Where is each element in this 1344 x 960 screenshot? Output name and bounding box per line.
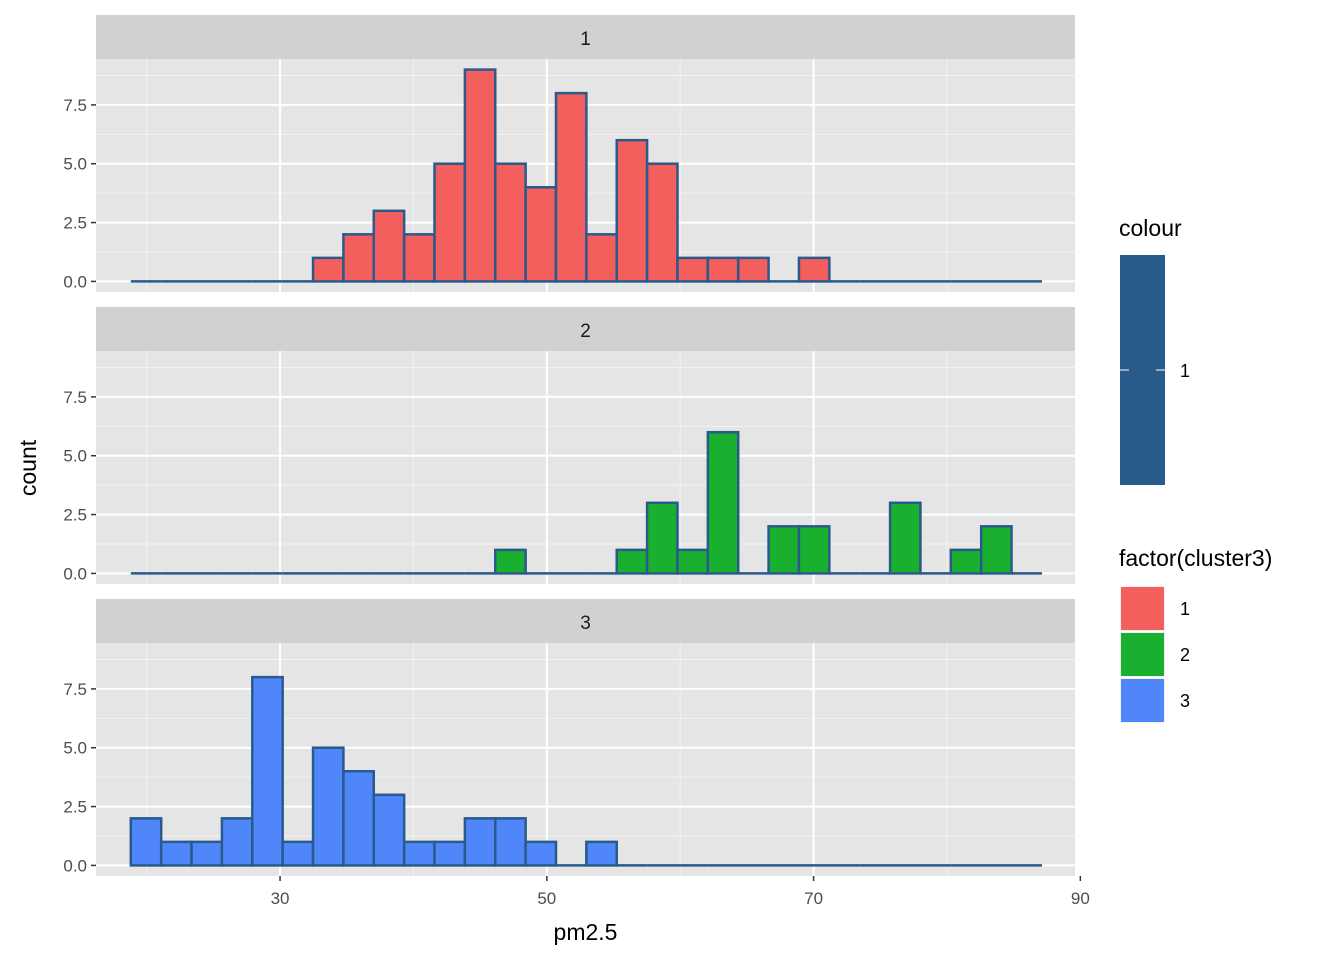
histogram-bar (706, 256, 740, 283)
histogram-bar (554, 91, 588, 283)
y-axis-title: count (15, 439, 41, 496)
legend-key-label: 3 (1180, 691, 1190, 711)
plot-background (96, 351, 1075, 584)
histogram-bar (494, 548, 527, 575)
x-tick-label: 30 (271, 889, 290, 908)
y-tick-label: 0.0 (63, 856, 87, 875)
x-tick-label: 70 (804, 889, 823, 908)
histogram-bar (281, 840, 315, 867)
histogram-bar (220, 817, 254, 867)
histogram-bar (129, 817, 163, 867)
facet-strip (96, 307, 1075, 351)
histogram-bar (736, 256, 770, 283)
histogram-bar (888, 501, 922, 575)
histogram-bar (585, 840, 618, 867)
histogram-bar (949, 548, 983, 575)
histogram-bar (979, 525, 1013, 575)
histogram-bar (676, 548, 710, 575)
y-tick-label: 0.0 (63, 272, 87, 291)
histogram-bar (706, 430, 740, 575)
histogram-bar (433, 162, 467, 283)
histogram-bar (159, 840, 193, 867)
histogram-bar (190, 840, 224, 867)
y-tick-label: 5.0 (63, 447, 87, 466)
y-tick-label: 2.5 (63, 506, 87, 525)
histogram-bar (463, 68, 497, 283)
y-tick-label: 5.0 (63, 155, 87, 174)
y-tick-label: 7.5 (63, 96, 87, 115)
histogram-bar (342, 233, 376, 283)
histogram-bar (797, 525, 831, 575)
histogram-bar (676, 256, 710, 283)
legend-key-swatch (1121, 587, 1164, 630)
y-tick-label: 5.0 (63, 739, 87, 758)
legend-fill-title: factor(cluster3) (1119, 545, 1272, 571)
facet-panel-1: 1 0.0 2.5 5.0 7.5 (63, 15, 1082, 292)
colourbar-label: 1 (1180, 361, 1190, 381)
histogram-bar (463, 817, 497, 867)
histogram-bar (402, 840, 436, 867)
histogram-bar (645, 501, 679, 575)
legend: colour 1 factor(cluster3) 1 2 3 (1119, 215, 1272, 723)
histogram-bar (494, 817, 527, 867)
y-tick-label: 2.5 (63, 798, 87, 817)
histogram-bar (524, 186, 558, 283)
facet-strip (96, 599, 1075, 643)
histogram-bar (524, 840, 558, 867)
legend-key-label: 1 (1180, 599, 1190, 619)
histogram-bar (311, 256, 345, 283)
histogram-bar (797, 256, 831, 283)
histogram-bar (402, 233, 436, 283)
facet-strip (96, 15, 1075, 59)
histogram-bar (645, 162, 679, 283)
histogram-bar (251, 675, 284, 867)
y-tick-label: 2.5 (63, 214, 87, 233)
histogram-bar (311, 746, 345, 867)
histogram-bar (585, 233, 618, 283)
histogram-bar (342, 770, 376, 867)
histogram-bar (767, 525, 801, 575)
y-tick-label: 7.5 (63, 680, 87, 699)
x-tick-label: 90 (1071, 889, 1090, 908)
histogram-bar (615, 138, 649, 283)
legend-key-swatch (1121, 679, 1164, 722)
legend-colour-title: colour (1119, 215, 1182, 241)
y-tick-label: 7.5 (63, 388, 87, 407)
facet-panel-2: 2 0.0 2.5 5.0 7.5 (63, 307, 1082, 584)
legend-key-swatch (1121, 633, 1164, 676)
x-tick-label: 50 (537, 889, 556, 908)
histogram-bar (433, 840, 467, 867)
y-tick-label: 0.0 (63, 564, 87, 583)
legend-key-label: 2 (1180, 645, 1190, 665)
facet-strip-label: 2 (580, 321, 591, 342)
facet-strip-label: 1 (580, 29, 591, 50)
histogram-bar (494, 162, 527, 283)
histogram-bar (615, 548, 649, 575)
histogram-bar (372, 209, 406, 283)
facet-panel-3: 3 0.0 2.5 5.0 7.5 30 50 70 90 (63, 599, 1090, 908)
x-axis-title: pm2.5 (554, 919, 618, 945)
facet-strip-label: 3 (580, 613, 591, 634)
histogram-bar (372, 793, 406, 867)
